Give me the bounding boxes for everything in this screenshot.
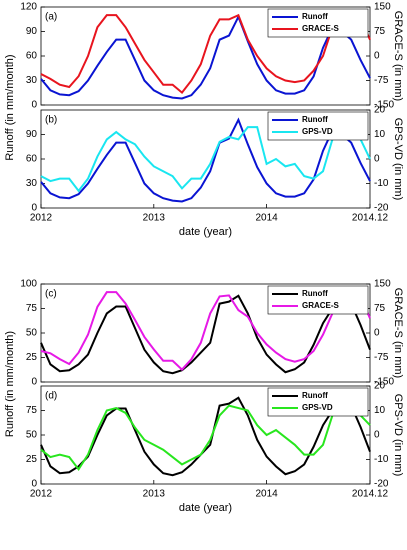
x-tick-label: 2014.12 bbox=[352, 489, 389, 500]
y-tick-label: 0 bbox=[31, 479, 37, 490]
y2-axis-label: GRACE-S (in mm) bbox=[392, 288, 404, 378]
data-line bbox=[40, 396, 371, 477]
data-line bbox=[40, 117, 371, 203]
y2-axis-label: GRACE-S (in mm) bbox=[392, 11, 404, 101]
legend-label: GRACE-S bbox=[302, 24, 340, 33]
y2-tick-label: -150 bbox=[374, 100, 394, 111]
legend-label: Runoff bbox=[302, 289, 328, 298]
y2-tick-label: -75 bbox=[374, 352, 389, 363]
y2-tick-label: -75 bbox=[374, 75, 389, 86]
y-tick-label: 90 bbox=[26, 26, 38, 37]
y-tick-label: 60 bbox=[26, 51, 38, 62]
y2-tick-label: 0 bbox=[374, 430, 380, 441]
x-tick-label: 2013 bbox=[143, 489, 166, 500]
x-tick-label: 2014 bbox=[255, 213, 278, 224]
y-tick-label: 120 bbox=[20, 2, 37, 13]
y2-tick-label: 0 bbox=[374, 328, 380, 339]
x-axis-label: date (year) bbox=[179, 502, 232, 514]
y-tick-label: 0 bbox=[31, 100, 37, 111]
legend-label: Runoff bbox=[302, 12, 328, 21]
y2-tick-label: 0 bbox=[374, 51, 380, 62]
legend-label: GPS-VD bbox=[302, 403, 333, 412]
y2-tick-label: 75 bbox=[374, 303, 386, 314]
panel: 0 25 50 75 100 -150 -75 0 75 150 (c) Runoff (in mm/… bbox=[4, 279, 404, 437]
y2-tick-label: 150 bbox=[374, 279, 391, 290]
y-tick-label: 50 bbox=[26, 430, 38, 441]
y-tick-label: 0 bbox=[31, 203, 37, 214]
legend-box bbox=[267, 285, 369, 315]
y2-tick-label: 20 bbox=[374, 105, 386, 116]
x-tick-label: 2012 bbox=[30, 213, 53, 224]
y2-tick-label: -20 bbox=[374, 479, 389, 490]
y-tick-label: 30 bbox=[26, 178, 38, 189]
y-axis-label: Runoff (in mm/month) bbox=[4, 54, 16, 160]
legend-label: Runoff bbox=[302, 391, 328, 400]
x-tick-label: 2014 bbox=[255, 489, 278, 500]
data-line bbox=[40, 14, 371, 100]
data-line bbox=[40, 126, 371, 193]
panel-label: (d) bbox=[45, 391, 57, 402]
panel: 0 30 60 90 -20 -10 0 10 20 2012 2013 2014 2014.12 (b)… bbox=[26, 105, 404, 238]
panel: 0 25 50 75 -20 -10 0 10 20 2012 2013 2014 2014.12 (d)… bbox=[26, 381, 404, 514]
legend-label: GPS-VD bbox=[302, 127, 333, 136]
x-tick-label: 2014.12 bbox=[352, 213, 389, 224]
data-line bbox=[40, 404, 371, 472]
data-line bbox=[40, 294, 371, 375]
y-tick-label: 60 bbox=[26, 154, 38, 165]
panel: 0 30 60 90 120 -150 -75 0 75 150 (a) Runoff (in mm/… bbox=[4, 2, 404, 161]
panel-label: (b) bbox=[45, 115, 57, 126]
y2-axis-label: GPS-VD (in mm) bbox=[392, 394, 404, 477]
y2-tick-label: 150 bbox=[374, 2, 391, 13]
x-tick-label: 2012 bbox=[30, 489, 53, 500]
y2-tick-label: 20 bbox=[374, 381, 386, 392]
legend-box bbox=[267, 111, 369, 141]
y2-tick-label: -10 bbox=[374, 454, 389, 465]
y2-tick-label: -20 bbox=[374, 203, 389, 214]
y-tick-label: 100 bbox=[20, 279, 37, 290]
y-tick-label: 30 bbox=[26, 75, 38, 86]
x-axis-label: date (year) bbox=[179, 226, 232, 238]
y2-tick-label: -10 bbox=[374, 178, 389, 189]
y-tick-label: 25 bbox=[26, 454, 38, 465]
y-tick-label: 25 bbox=[26, 352, 38, 363]
legend-box bbox=[267, 387, 369, 417]
y2-axis-label: GPS-VD (in mm) bbox=[392, 118, 404, 201]
y2-tick-label: 0 bbox=[374, 154, 380, 165]
data-line bbox=[40, 286, 371, 372]
panel-label: (a) bbox=[45, 12, 57, 23]
legend-label: Runoff bbox=[302, 115, 328, 124]
y-tick-label: 75 bbox=[26, 405, 38, 416]
y2-tick-label: -150 bbox=[374, 377, 394, 388]
y2-tick-label: 10 bbox=[374, 129, 386, 140]
panel-label: (c) bbox=[45, 289, 57, 300]
y-tick-label: 50 bbox=[26, 328, 38, 339]
data-line bbox=[40, 9, 371, 95]
y-tick-label: 90 bbox=[26, 129, 38, 140]
y-tick-label: 0 bbox=[31, 377, 37, 388]
y-axis-label: Runoff (in mm/month) bbox=[4, 331, 16, 437]
y-tick-label: 75 bbox=[26, 303, 38, 314]
legend-label: GRACE-S bbox=[302, 301, 340, 310]
x-tick-label: 2013 bbox=[143, 213, 166, 224]
y2-tick-label: 75 bbox=[374, 26, 386, 37]
legend-box bbox=[267, 8, 369, 38]
y2-tick-label: 10 bbox=[374, 405, 386, 416]
